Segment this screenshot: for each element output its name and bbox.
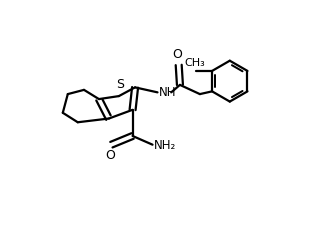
Text: NH₂: NH₂ (154, 139, 177, 152)
Text: O: O (172, 48, 182, 61)
Text: NH: NH (159, 86, 177, 99)
Text: CH₃: CH₃ (184, 58, 205, 69)
Text: S: S (116, 78, 124, 91)
Text: O: O (105, 149, 115, 162)
